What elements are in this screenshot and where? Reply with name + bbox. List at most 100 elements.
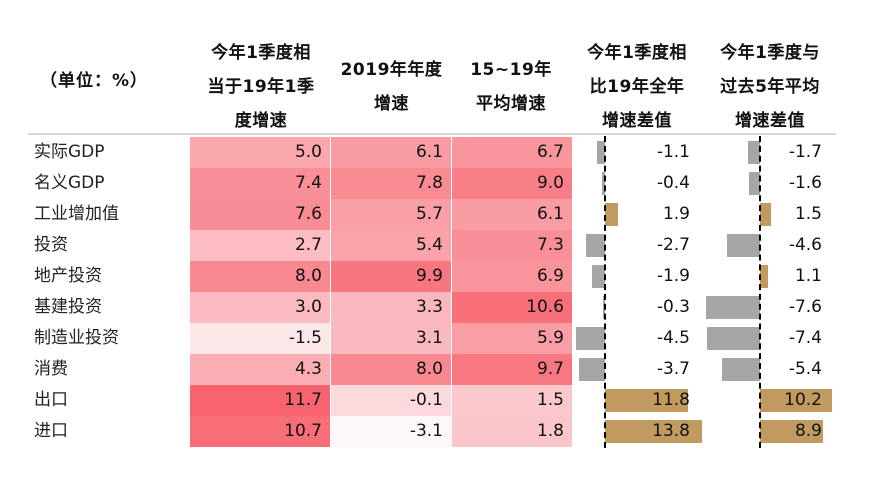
row-label: 制造业投资 bbox=[34, 328, 119, 348]
diff-value: 11.8 bbox=[652, 390, 690, 410]
header-divider bbox=[28, 133, 836, 135]
header-col-3-line-1: 15~19年 bbox=[470, 60, 552, 80]
heat-cell: 6.9 bbox=[452, 261, 572, 292]
table-row: 工业增加值 7.6 5.7 6.1 1.9 1.5 bbox=[0, 199, 870, 230]
header-col-4-line-3: 增速差值 bbox=[602, 111, 672, 131]
table-row: 实际GDP 5.0 6.1 6.7 -1.1 -1.7 bbox=[0, 137, 870, 168]
diff-value: -1.7 bbox=[788, 142, 822, 162]
heat-cell: 11.7 bbox=[190, 385, 330, 416]
header-col-4-line-2: 比19年全年 bbox=[589, 77, 685, 97]
header-col-4-line-1: 今年1季度相 bbox=[587, 43, 687, 63]
diff-value: -1.6 bbox=[788, 173, 822, 193]
diff-value: -7.6 bbox=[788, 297, 822, 317]
row-label: 实际GDP bbox=[34, 142, 105, 162]
header-col-1-line-2: 当于19年1季 bbox=[207, 77, 315, 97]
header-col-1-line-1: 今年1季度相 bbox=[211, 43, 311, 63]
heat-cell: 3.3 bbox=[331, 292, 451, 323]
heat-cell: 6.1 bbox=[331, 137, 451, 168]
heat-cell: 1.5 bbox=[452, 385, 572, 416]
heat-cell: 10.7 bbox=[190, 416, 330, 447]
diff-value: 13.8 bbox=[652, 421, 690, 441]
heat-cell: 9.9 bbox=[331, 261, 451, 292]
heat-cell: 7.8 bbox=[331, 168, 451, 199]
diff-value: 1.5 bbox=[794, 204, 822, 224]
row-label: 地产投资 bbox=[34, 266, 102, 286]
diff-value: 1.1 bbox=[794, 266, 822, 286]
header-col-3: 15~19年 平均增速 bbox=[452, 53, 570, 121]
heat-cell: 8.0 bbox=[190, 261, 330, 292]
heat-cell: -1.5 bbox=[190, 323, 330, 354]
header-col-1: 今年1季度相 当于19年1季 度增速 bbox=[190, 36, 332, 138]
heat-cell: 5.7 bbox=[331, 199, 451, 230]
positive-bar bbox=[760, 389, 833, 412]
table-row: 投资 2.7 5.4 7.3 -2.7 -4.6 bbox=[0, 230, 870, 261]
row-label: 出口 bbox=[34, 390, 68, 410]
table-row: 出口 11.7 -0.1 1.5 11.8 10.2 bbox=[0, 385, 870, 416]
negative-bar bbox=[597, 141, 605, 164]
diff-value: -0.3 bbox=[656, 297, 690, 317]
positive-bar bbox=[760, 203, 771, 226]
negative-bar bbox=[747, 141, 760, 164]
positive-bar bbox=[760, 420, 824, 443]
heat-cell: 9.7 bbox=[452, 354, 572, 385]
heat-cell: 6.7 bbox=[452, 137, 572, 168]
header-col-5-line-3: 增速差值 bbox=[735, 111, 805, 131]
positive-bar bbox=[605, 420, 702, 443]
row-label: 基建投资 bbox=[34, 297, 102, 317]
heat-cell: 7.6 bbox=[190, 199, 330, 230]
heat-cell: 2.7 bbox=[190, 230, 330, 261]
unit-label: （单位：%） bbox=[40, 71, 149, 91]
header-col-5-line-2: 过去5年平均 bbox=[720, 77, 820, 97]
row-label: 消费 bbox=[34, 359, 68, 379]
diff-value: 8.9 bbox=[794, 421, 822, 441]
diff-value: -1.9 bbox=[656, 266, 690, 286]
header-col-2: 2019年年度 增速 bbox=[331, 53, 452, 121]
header-col-5-line-1: 今年1季度与 bbox=[720, 43, 820, 63]
row-label: 名义GDP bbox=[34, 173, 105, 193]
positive-bar bbox=[605, 203, 619, 226]
heat-cell: -0.1 bbox=[331, 385, 451, 416]
diff-value: -2.7 bbox=[656, 235, 690, 255]
heat-cell: 3.0 bbox=[190, 292, 330, 323]
heat-cell: 8.0 bbox=[331, 354, 451, 385]
row-label: 进口 bbox=[34, 421, 68, 441]
diff-value: -5.4 bbox=[788, 359, 822, 379]
diff-value: 10.2 bbox=[784, 390, 822, 410]
heat-cell: 9.0 bbox=[452, 168, 572, 199]
positive-bar bbox=[760, 265, 768, 288]
heat-cell: -3.1 bbox=[331, 416, 451, 447]
negative-bar bbox=[748, 172, 760, 195]
negative-bar bbox=[579, 358, 605, 381]
diff-value: -4.6 bbox=[788, 235, 822, 255]
table-row: 进口 10.7 -3.1 1.8 13.8 8.9 bbox=[0, 416, 870, 447]
negative-bar bbox=[591, 265, 605, 288]
table-row: 地产投资 8.0 9.9 6.9 -1.9 1.1 bbox=[0, 261, 870, 292]
heat-cell: 7.4 bbox=[190, 168, 330, 199]
heat-cell: 10.6 bbox=[452, 292, 572, 323]
diff-value: -0.4 bbox=[656, 173, 690, 193]
negative-bar bbox=[706, 296, 760, 319]
diff-value: -4.5 bbox=[656, 328, 690, 348]
table-row: 基建投资 3.0 3.3 10.6 -0.3 -7.6 bbox=[0, 292, 870, 323]
heat-cell: 5.9 bbox=[452, 323, 572, 354]
diff-value: 1.9 bbox=[662, 204, 690, 224]
diff-value: -1.1 bbox=[656, 142, 690, 162]
heat-cell: 5.4 bbox=[331, 230, 451, 261]
heat-cell: 5.0 bbox=[190, 137, 330, 168]
negative-bar bbox=[707, 327, 760, 350]
row-label: 工业增加值 bbox=[34, 204, 119, 224]
header-col-4: 今年1季度相 比19年全年 增速差值 bbox=[572, 36, 702, 138]
header-col-2-line-1: 2019年年度 bbox=[340, 60, 443, 80]
negative-bar bbox=[602, 172, 605, 195]
table-row: 名义GDP 7.4 7.8 9.0 -0.4 -1.6 bbox=[0, 168, 870, 199]
negative-bar bbox=[586, 234, 605, 257]
zero-line-diff-5yr bbox=[759, 136, 761, 448]
diff-value: -7.4 bbox=[788, 328, 822, 348]
header-col-3-line-2: 平均增速 bbox=[476, 94, 546, 114]
heat-cell: 3.1 bbox=[331, 323, 451, 354]
heat-cell: 4.3 bbox=[190, 354, 330, 385]
header-col-1-line-3: 度增速 bbox=[234, 111, 288, 131]
heat-cell: 7.3 bbox=[452, 230, 572, 261]
diff-value: -3.7 bbox=[656, 359, 690, 379]
heat-cell: 1.8 bbox=[452, 416, 572, 447]
